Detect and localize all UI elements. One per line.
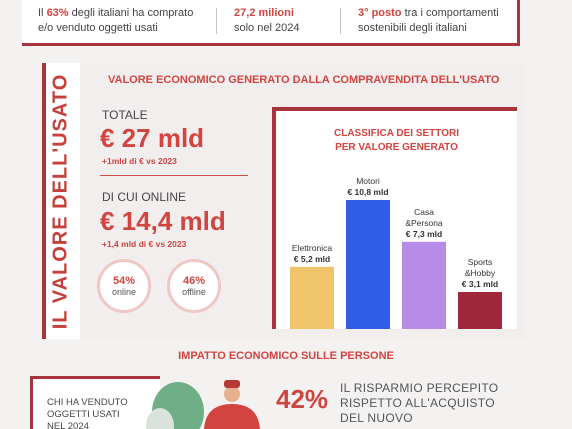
sector-ranking-card: CLASSIFICA DEI SETTORI PER VALORE GENERA…	[272, 107, 517, 329]
stat-divider	[216, 8, 217, 34]
person-body-icon	[204, 404, 260, 429]
person-hair-icon	[224, 380, 240, 388]
savings-description: IL RISPARMIO PERCEPITO RISPETTO ALL'ACQU…	[340, 381, 499, 425]
plant-leaf-icon	[146, 408, 174, 429]
online-share-pct: 54%	[112, 275, 136, 287]
divider-line	[100, 175, 248, 176]
online-note: +1,4 mld di € vs 2023	[102, 239, 187, 249]
bar-category-label: Casa	[414, 207, 434, 217]
bar-value-label: € 5,2 mld	[294, 254, 330, 264]
offline-share-label: offline	[182, 287, 206, 297]
bar-category-label: &Hobby	[465, 268, 496, 278]
sellers-card: CHI HA VENDUTO OGGETTI USATI NEL 2024	[30, 376, 160, 429]
chart-title: CLASSIFICA DEI SETTORI PER VALORE GENERA…	[333, 128, 459, 153]
bar-casa-persona	[402, 241, 446, 329]
bar-elettronica	[290, 266, 334, 329]
bar-value-label: € 7,3 mld	[406, 229, 442, 239]
bar-sports-hobby	[458, 291, 502, 329]
online-value: € 14,4 mld	[100, 206, 226, 236]
bottom-heading: IMPATTO ECONOMICO SULLE PERSONE	[178, 350, 394, 362]
top-stats-card: Il 63% degli italiani ha comprato e/o ve…	[22, 0, 520, 46]
vertical-title-bar	[42, 63, 80, 339]
offline-share-pct: 46%	[182, 275, 206, 287]
stat-percentage: Il 63% degli italiani ha comprato e/o ve…	[38, 7, 194, 34]
online-share-label: online	[111, 287, 137, 297]
bar-value-label: € 10,8 mld	[347, 187, 388, 197]
online-label: DI CUI ONLINE	[102, 190, 187, 204]
online-share-ring: 54% online	[97, 259, 151, 313]
person-head-icon	[224, 386, 240, 402]
total-label: TOTALE	[102, 108, 148, 122]
total-note: +1mld di € vs 2023	[102, 156, 177, 166]
stat-divider	[340, 8, 341, 34]
bar-category-label: &Persona	[405, 218, 443, 228]
stat-ranking: 3° posto tra i comportamenti sostenibili…	[358, 7, 499, 34]
person-with-plant-illustration	[146, 380, 260, 429]
section-heading: VALORE ECONOMICO GENERATO DALLA COMPRAVE…	[108, 74, 500, 86]
savings-percentage: 42%	[276, 384, 329, 414]
bar-value-label: € 3,1 mld	[462, 279, 498, 289]
offline-share-ring: 46% offline	[167, 259, 221, 313]
vertical-title: IL VALORE DELL'USATO	[49, 73, 72, 329]
sellers-card-text: CHI HA VENDUTO OGGETTI USATI NEL 2024	[47, 397, 128, 429]
bar-motori	[346, 200, 390, 329]
total-value: € 27 mld	[100, 123, 205, 153]
bar-category-label: Motori	[356, 176, 380, 186]
stat-millions: 27,2 milioni solo nel 2024	[234, 7, 300, 34]
bar-category-label: Sports	[468, 257, 493, 267]
bar-category-label: Elettronica	[292, 243, 332, 253]
